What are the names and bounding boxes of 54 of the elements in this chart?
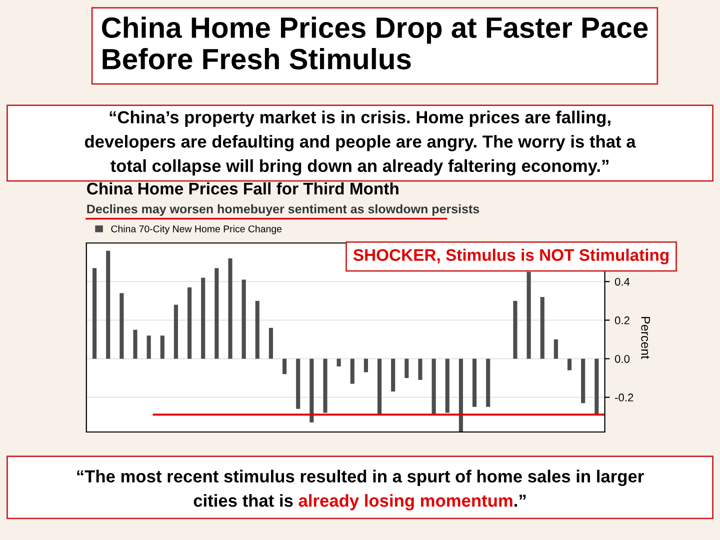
bar (296, 358, 300, 409)
bar (160, 336, 164, 359)
bar (133, 330, 138, 359)
bar (214, 268, 219, 359)
text: “China’s property market is in crisis. Home prices are falling, (110, 110, 610, 127)
bar (364, 358, 368, 372)
text: developers are defaulting and people are angry. The worry is that a (84, 134, 636, 152)
y-tick-label: 0.0 (614, 354, 630, 363)
text: total collapse will bring down an already faltering economy.” (110, 159, 608, 176)
bar (432, 358, 436, 415)
bar (540, 297, 544, 359)
bar (404, 358, 409, 378)
bar (350, 358, 354, 384)
bar (146, 336, 151, 359)
bar (458, 358, 463, 432)
text: already losing momentum (298, 494, 512, 510)
text: China Home Prices Drop at Faster Pace Before Fresh Stimulus (102, 16, 648, 70)
bar (554, 339, 558, 359)
bar (120, 293, 124, 359)
bar (445, 358, 450, 413)
text: “The most recent stimulus resulted in a spurt of home sales in larger (77, 470, 644, 486)
legend-label: China 70-City New Home Price Change (111, 225, 282, 234)
bar (323, 358, 328, 413)
y-tick-label: -0.2 (615, 394, 634, 402)
bar (513, 300, 518, 359)
bar (228, 258, 232, 359)
bar (282, 358, 287, 374)
bar (472, 358, 477, 407)
bar (336, 358, 341, 366)
bar (188, 287, 192, 359)
bar (567, 358, 572, 370)
bar (106, 250, 110, 359)
bar (594, 358, 599, 415)
text: cities that is (194, 494, 293, 507)
bar (255, 300, 260, 359)
annotation: SHOCKER, Stimulus is NOT Stimulating (353, 248, 668, 264)
y-axis-title: Percent (641, 316, 650, 359)
bar (391, 358, 396, 392)
bar (310, 358, 314, 422)
bar (242, 280, 246, 359)
bar (418, 358, 422, 380)
y-tick-label: 0.2 (614, 316, 630, 324)
bar (581, 358, 586, 404)
chart-title: China Home Prices Fall for Third Month (87, 182, 398, 195)
text: .” (514, 494, 526, 507)
bar (92, 268, 97, 359)
bar (201, 278, 206, 359)
bar (377, 358, 382, 415)
bar (526, 272, 531, 359)
bar (174, 304, 178, 359)
bar (486, 358, 490, 407)
bar (268, 328, 273, 359)
chart-subtitle: Declines may worsen homebuyer sentiment as slowdown persists (87, 204, 480, 216)
y-tick-label: 0.4 (614, 278, 630, 286)
